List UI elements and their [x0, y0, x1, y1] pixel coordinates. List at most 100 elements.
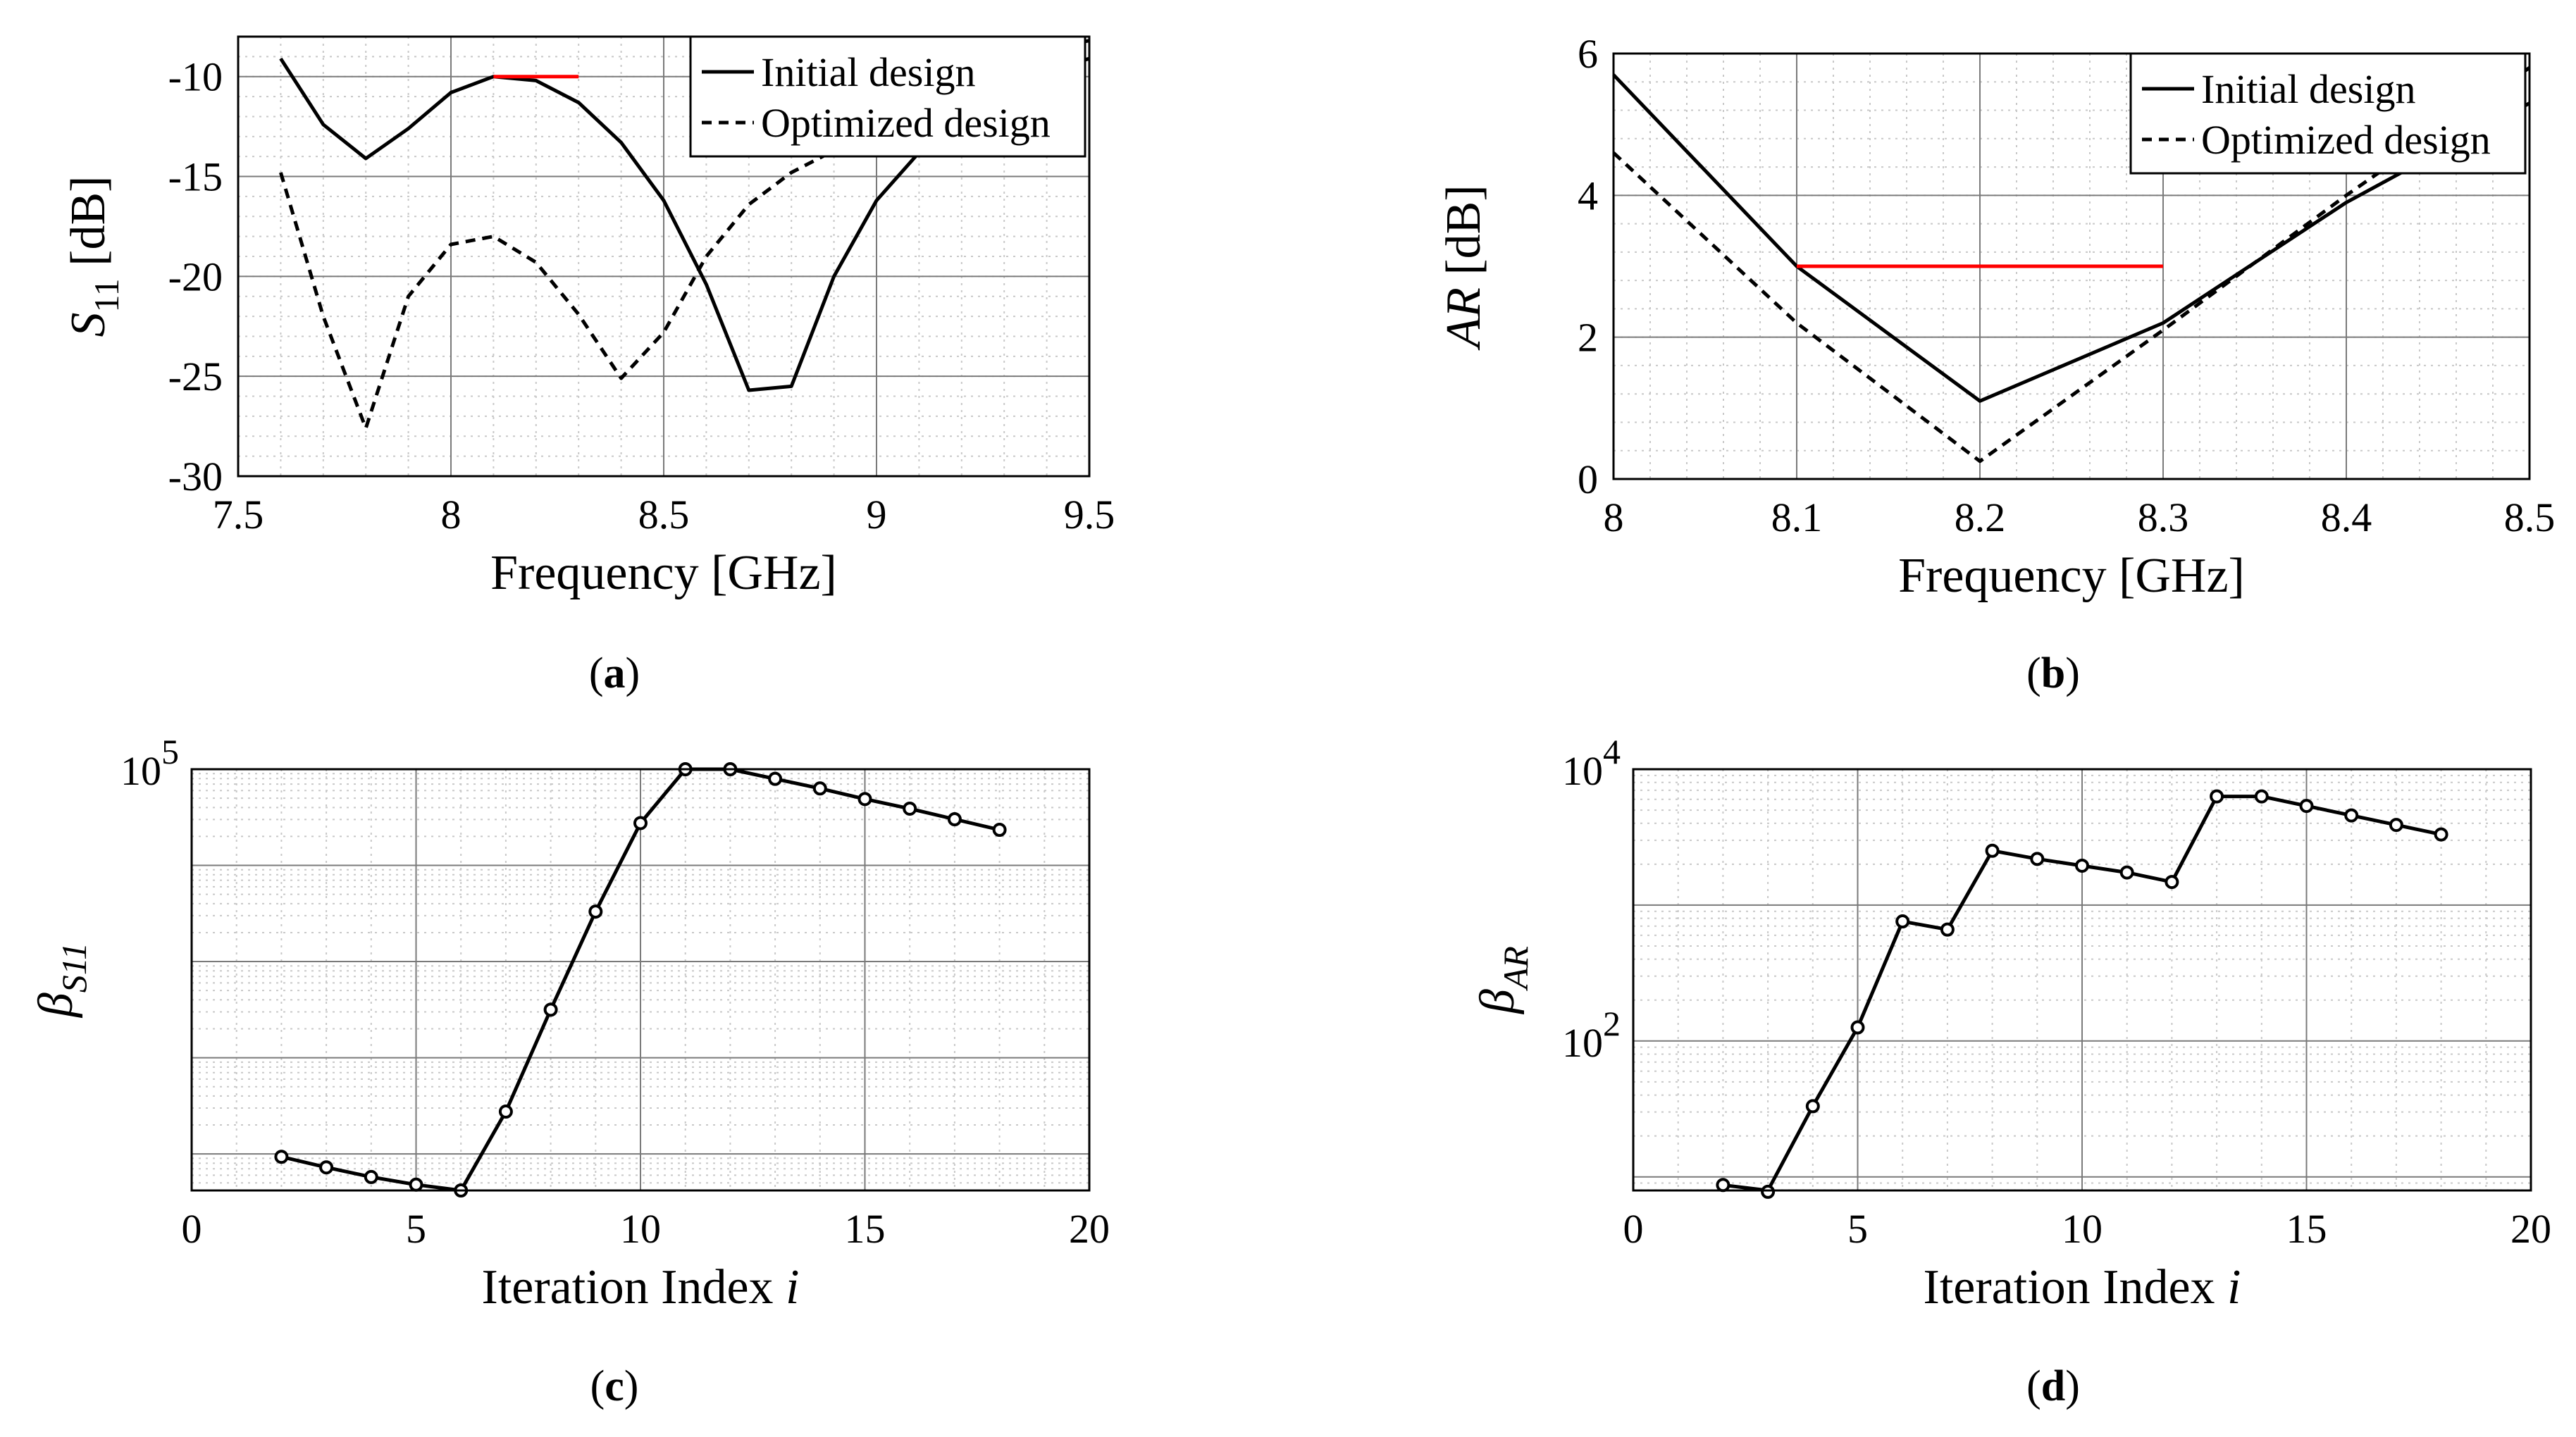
data-point — [2075, 858, 2089, 873]
y-tick-label: 4 — [1578, 173, 1598, 218]
caption-paren-open: ( — [589, 649, 604, 697]
y-tick-base: 10 — [120, 748, 161, 794]
y-axis-label-symbol: β — [1470, 989, 1525, 1015]
y-tick-label: -25 — [168, 354, 223, 399]
x-tick-label: 9 — [867, 492, 887, 537]
y-tick-base: 10 — [1562, 748, 1603, 794]
x-tick-label: 8.2 — [1955, 494, 2006, 540]
data-point — [498, 1105, 513, 1119]
subfigure-caption: (d) — [2026, 1362, 2080, 1410]
caption-paren-open: ( — [2026, 649, 2041, 697]
subfigure-caption: (c) — [590, 1362, 639, 1410]
x-tick-label: 10 — [2062, 1206, 2103, 1252]
data-point — [633, 816, 648, 831]
data-point — [2030, 852, 2045, 866]
y-tick-label: 102 — [1562, 1004, 1621, 1066]
data-point — [1895, 914, 1910, 929]
y-tick-label: 105 — [120, 732, 179, 794]
y-axis-label-subscript: AR — [1496, 946, 1535, 991]
x-tick-label: 8.4 — [2321, 494, 2372, 540]
y-tick-exponent: 4 — [1603, 732, 1621, 771]
data-point — [903, 801, 917, 816]
data-point — [588, 904, 603, 919]
legend-entry: Initial design — [761, 49, 975, 95]
caption-paren-open: ( — [2026, 1362, 2041, 1410]
y-axis-label-symbol: β — [29, 993, 83, 1019]
y-tick-base: 10 — [1562, 1020, 1603, 1066]
plot-frame — [237, 35, 1091, 478]
x-axis-label-text: Iteration Index — [1924, 1260, 2227, 1314]
data-point — [1761, 1184, 1776, 1199]
data-point — [1985, 843, 2000, 858]
plot-frame — [1632, 768, 2532, 1192]
x-tick-label: 5 — [406, 1206, 426, 1252]
subfigure-caption: (a) — [589, 649, 640, 697]
x-tick-label: 15 — [2286, 1206, 2327, 1252]
data-point — [2254, 789, 2269, 804]
x-axis-label-text: Frequency [GHz] — [490, 546, 837, 600]
data-point — [812, 781, 827, 796]
x-tick-label: 5 — [1847, 1206, 1868, 1252]
data-point — [2344, 808, 2359, 823]
x-tick-label: 10 — [620, 1206, 661, 1252]
chart-a: 7.5 8 8.5 9 9.5 -30 -25 -20 -15 -10 Frequency [GHz… — [61, 35, 1115, 697]
data-point — [992, 823, 1007, 838]
grid — [1633, 769, 2532, 1191]
legend-box — [2129, 52, 2527, 175]
caption-letter: a — [604, 649, 626, 697]
y-axis-label-unit: [dB] — [61, 176, 116, 279]
caption-paren-close: ) — [2065, 649, 2080, 697]
data-point — [1940, 922, 1955, 937]
x-tick-label: 20 — [1069, 1206, 1110, 1252]
legend: Initial design Optimized design — [689, 35, 1086, 158]
data-point — [319, 1160, 334, 1175]
x-axis-label: Iteration Index i — [482, 1260, 800, 1314]
legend-entry: Optimized design — [761, 100, 1051, 146]
legend: Initial design Optimized design — [2129, 52, 2527, 175]
x-tick-label: 8 — [1604, 494, 1624, 540]
data-point — [2434, 827, 2448, 842]
plot-frame — [190, 768, 1091, 1192]
series-line-0 — [1612, 73, 2531, 403]
caption-paren-close: ) — [624, 1362, 639, 1410]
caption-paren-close: ) — [626, 649, 640, 697]
y-tick-label: 6 — [1578, 31, 1598, 77]
y-axis-label: S11 [dB] — [61, 176, 126, 337]
y-tick-exponent: 2 — [1603, 1004, 1621, 1043]
y-tick-label: 2 — [1578, 315, 1598, 361]
legend-entry: Optimized design — [2201, 117, 2491, 163]
y-axis-label-symbol: AR — [1437, 287, 1491, 351]
data-point — [2299, 799, 2314, 814]
y-tick-label: -15 — [168, 154, 223, 200]
y-tick-label: 0 — [1578, 456, 1598, 502]
x-tick-label: 8.5 — [638, 492, 690, 537]
y-axis-label-symbol: S — [61, 312, 116, 337]
y-axis-label: AR [dB] — [1437, 185, 1491, 350]
data-point — [274, 1150, 289, 1164]
x-tick-label: 8.3 — [2138, 494, 2189, 540]
x-axis-label: Frequency [GHz] — [1898, 549, 2245, 603]
caption-letter: b — [2041, 649, 2065, 697]
y-tick-label: -10 — [168, 54, 223, 100]
data-point — [2210, 789, 2224, 804]
subfigure-caption: (b) — [2026, 649, 2080, 697]
x-tick-label: 8.5 — [2504, 494, 2556, 540]
x-tick-label: 9.5 — [1064, 492, 1115, 537]
y-tick-label: -30 — [168, 454, 223, 499]
y-tick-label: -20 — [168, 254, 223, 299]
data-point — [364, 1169, 378, 1184]
y-axis-label-subscript: 11 — [87, 278, 126, 312]
y-axis-label-unit: [dB] — [1437, 185, 1491, 287]
y-axis-label: βAR — [1470, 946, 1535, 1015]
caption-paren-close: ) — [2065, 1362, 2080, 1410]
data-point — [2389, 818, 2403, 833]
data-point — [2165, 875, 2179, 890]
legend-box — [689, 35, 1086, 158]
data-point — [2119, 865, 2134, 880]
y-tick-exponent: 5 — [161, 732, 179, 771]
x-axis-label-text: Iteration Index — [482, 1260, 786, 1314]
data-point — [768, 771, 783, 786]
